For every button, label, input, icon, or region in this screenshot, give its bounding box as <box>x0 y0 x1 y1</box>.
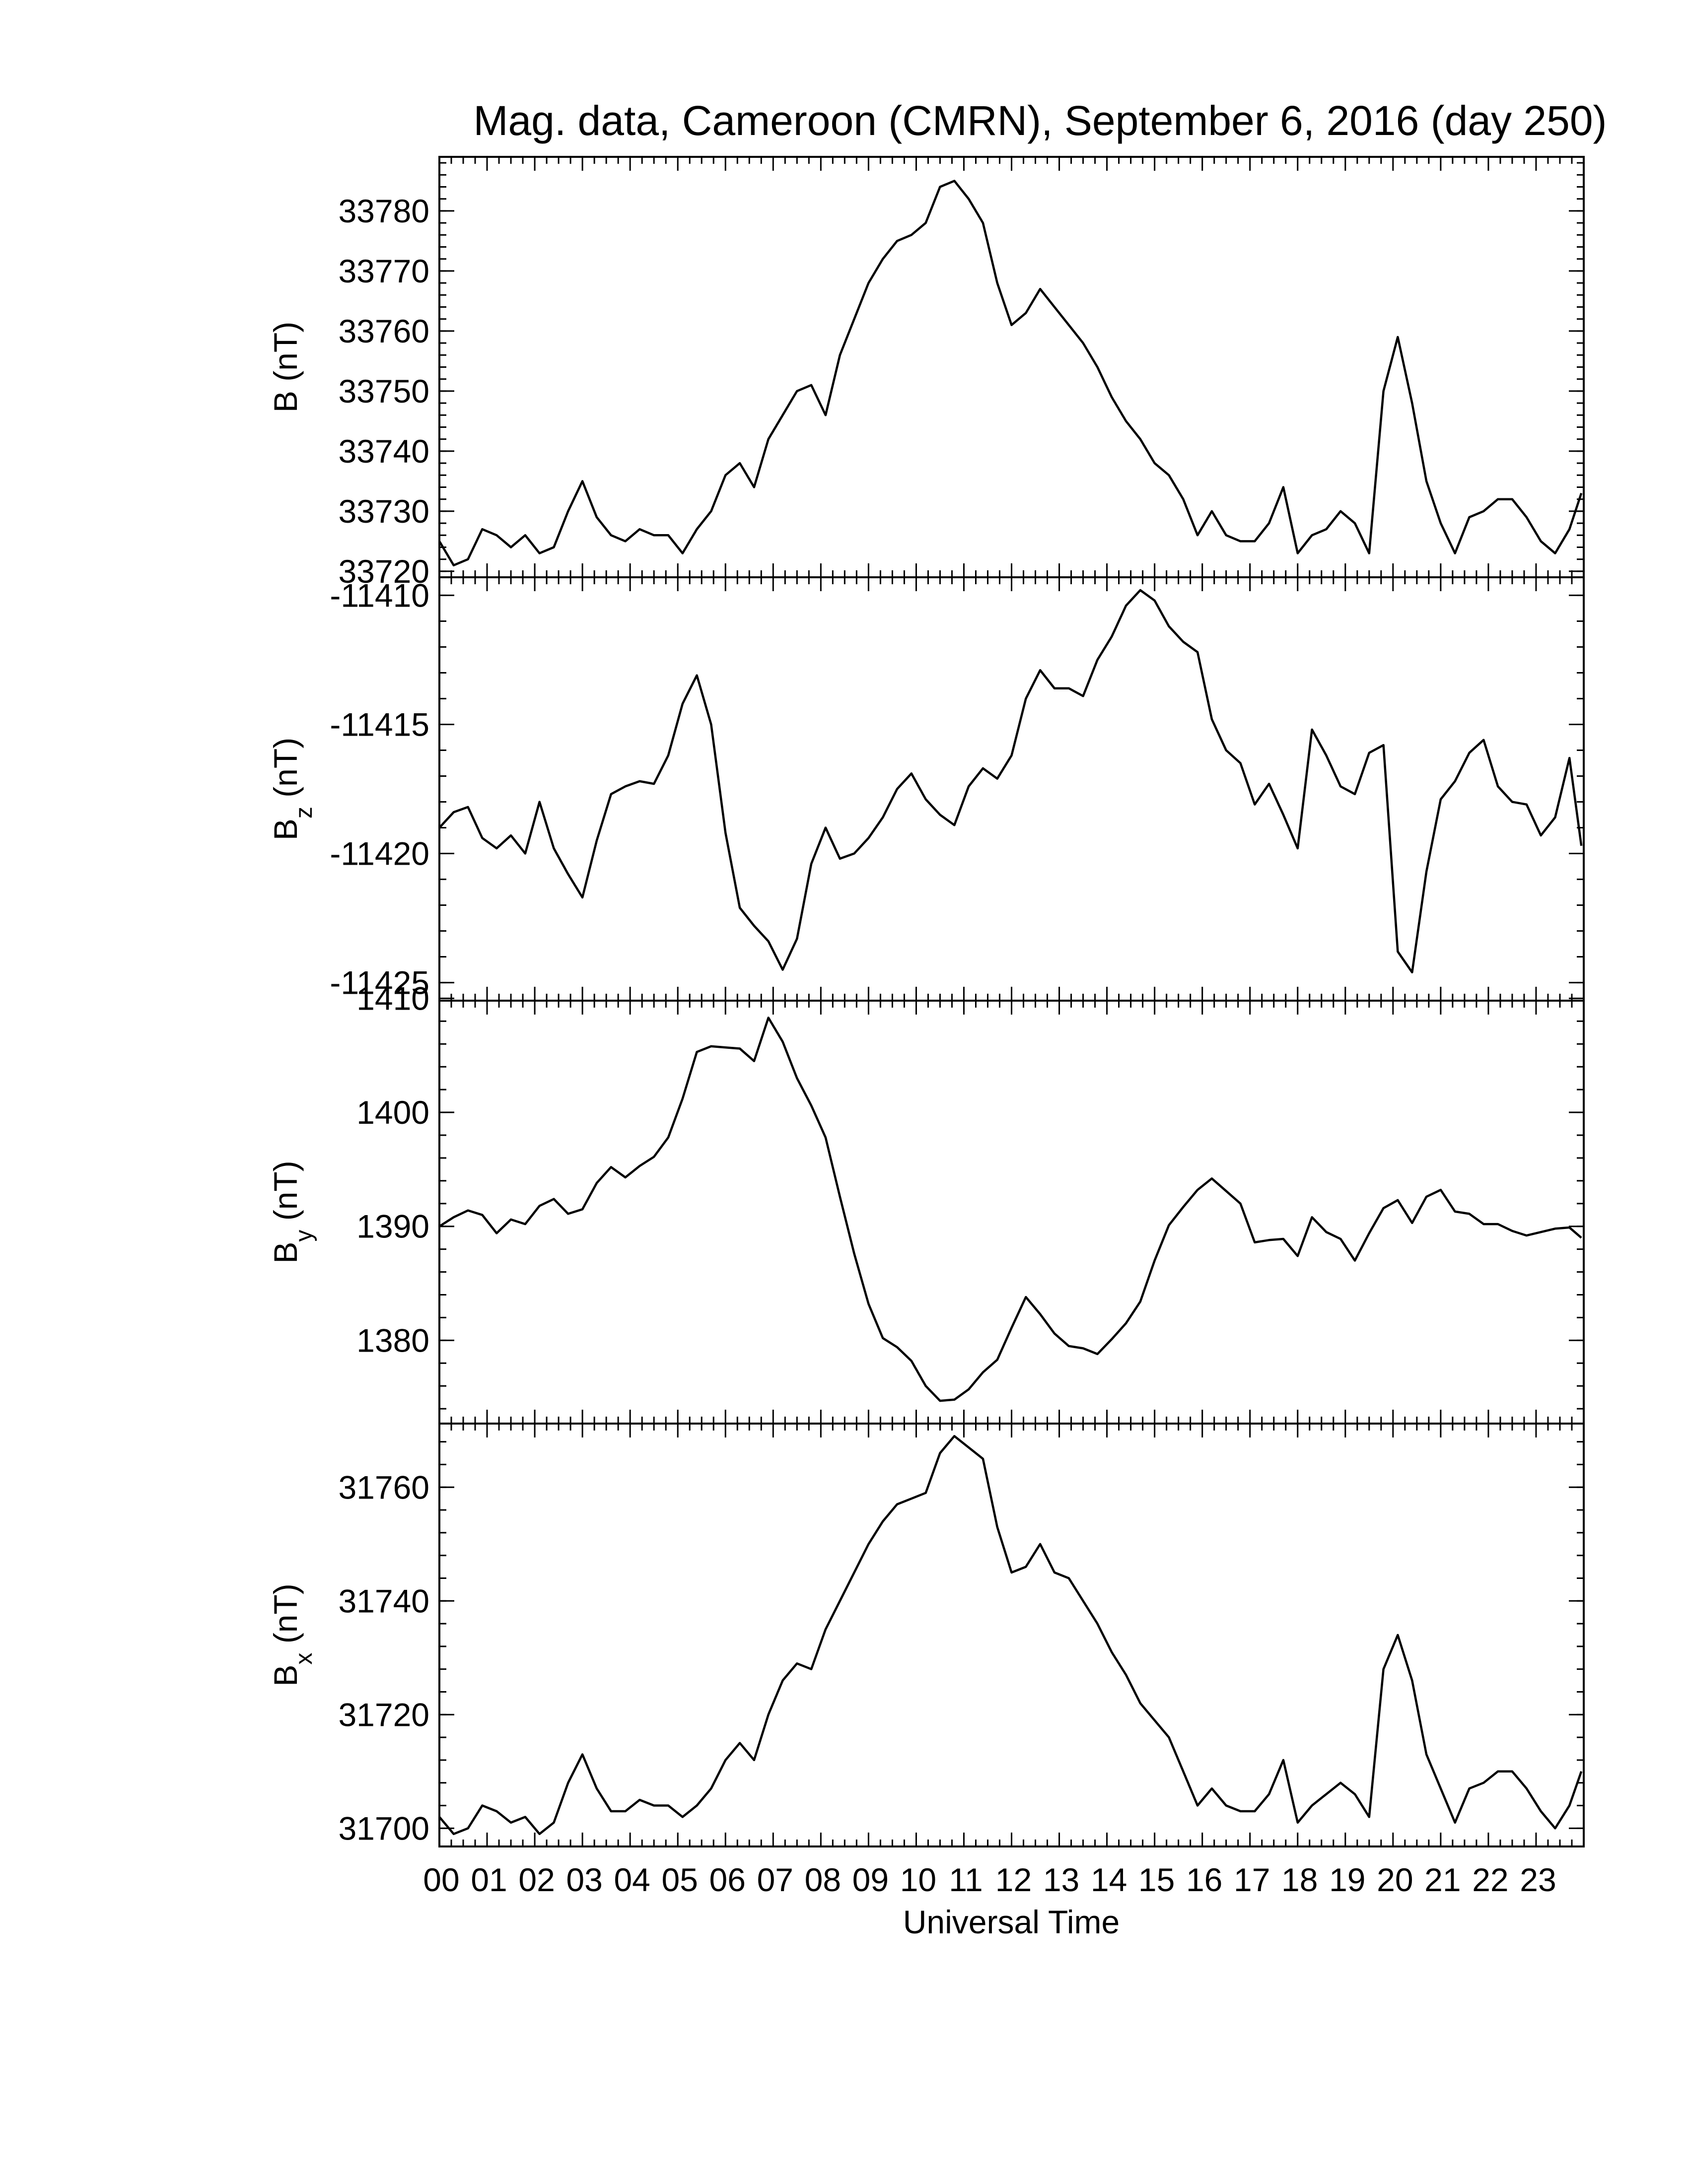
y-axis-label-unit: (nT) <box>267 322 304 391</box>
x-tick-label: 19 <box>1329 1861 1365 1898</box>
y-tick-label: -11415 <box>330 706 429 743</box>
x-tick-label: 01 <box>471 1861 507 1898</box>
y-tick-label: 33770 <box>338 253 429 289</box>
y-tick-label: 33740 <box>338 433 429 470</box>
y-tick-label: 1400 <box>356 1094 429 1131</box>
x-tick-label: 02 <box>518 1861 555 1898</box>
x-tick-label: 18 <box>1281 1861 1318 1898</box>
x-tick-label: 06 <box>709 1861 746 1898</box>
x-tick-label: 13 <box>1043 1861 1079 1898</box>
y-axis-label-unit: (nT) <box>267 738 304 807</box>
x-tick-label: 14 <box>1091 1861 1127 1898</box>
y-axis-label: Bx (nT) <box>267 1583 317 1686</box>
y-tick-label: 31740 <box>338 1582 429 1619</box>
y-tick-label: 33780 <box>338 193 429 229</box>
y-axis-label-main: B <box>267 391 304 412</box>
x-tick-label: 11 <box>949 1861 983 1898</box>
y-tick-label: 31720 <box>338 1696 429 1733</box>
y-tick-label: 33730 <box>338 493 429 530</box>
y-axis-label: Bz (nT) <box>267 738 317 840</box>
panel-1: -11425 -11420 -11415 -11410 Bz (nT) <box>267 576 1585 1002</box>
x-tick-label: 17 <box>1234 1861 1270 1898</box>
y-axis-label-subscript: z <box>291 807 317 819</box>
y-tick-label: 33760 <box>338 313 429 349</box>
x-tick-label: 00 <box>423 1861 459 1898</box>
y-axis-label-subscript: y <box>291 1230 317 1242</box>
x-tick-label: 05 <box>661 1861 698 1898</box>
x-axis-label: Universal Time <box>903 1904 1120 1940</box>
y-tick-label: 1390 <box>356 1208 429 1245</box>
panel-2: 1380 1390 1400 1410 By (nT) <box>267 980 1585 1425</box>
series-line <box>438 180 1583 567</box>
x-tick-label: 08 <box>805 1861 841 1898</box>
y-axis-label-unit: (nT) <box>267 1160 304 1229</box>
panel-0: 33720 33730 33740 33750 33760 33770 33780 B (nT… <box>267 156 1585 590</box>
x-tick-label: 03 <box>566 1861 602 1898</box>
x-tick-label: 10 <box>900 1861 936 1898</box>
panel-frame <box>438 576 1585 1002</box>
panels-group: 33720 33730 33740 33750 33760 33770 33780 B (nT… <box>267 156 1585 1847</box>
series-line <box>438 589 1583 974</box>
y-tick-label: 33720 <box>338 553 429 590</box>
y-tick-label: -11420 <box>330 835 429 872</box>
y-axis-label-main: B <box>267 1665 304 1687</box>
y-tick-label: -11410 <box>330 577 429 614</box>
x-tick-label: 04 <box>614 1861 650 1898</box>
panel-frame <box>438 1000 1585 1425</box>
y-tick-label: 31700 <box>338 1810 429 1846</box>
y-tick-label: 1410 <box>356 980 429 1017</box>
y-tick-label: 31760 <box>338 1469 429 1505</box>
series-line <box>438 1434 1583 1836</box>
y-axis-label-unit: (nT) <box>267 1583 304 1652</box>
series-line <box>438 1017 1582 1402</box>
x-tick-labels: 00 01 02 03 04 05 06 07 08 09 10 11 12 13 14 15 16 17 18 19… <box>423 1861 1556 1898</box>
x-tick-label: 20 <box>1377 1861 1413 1898</box>
x-tick-label: 15 <box>1138 1861 1175 1898</box>
y-axis-label-main: B <box>267 1242 304 1264</box>
y-axis-label: B (nT) <box>267 322 304 412</box>
x-tick-label: 22 <box>1472 1861 1508 1898</box>
x-tick-label: 12 <box>995 1861 1032 1898</box>
y-axis-label: By (nT) <box>267 1160 317 1263</box>
panel-frame <box>438 156 1585 578</box>
x-tick-label: 23 <box>1520 1861 1556 1898</box>
y-tick-label: 33750 <box>338 373 429 410</box>
y-axis-label-main: B <box>267 819 304 840</box>
x-tick-label: 09 <box>852 1861 889 1898</box>
panel-3: 31700 31720 31740 31760 Bx (nT) <box>267 1423 1585 1847</box>
panel-frame <box>438 1423 1585 1847</box>
y-tick-label: 1380 <box>356 1322 429 1359</box>
y-tick-label: -11425 <box>330 964 429 1001</box>
x-tick-label: 16 <box>1186 1861 1222 1898</box>
x-tick-label: 07 <box>757 1861 793 1898</box>
chart-title: Mag. data, Cameroon (CMRN), September 6,… <box>473 97 1607 144</box>
y-axis-label-subscript: x <box>291 1653 317 1665</box>
x-tick-label: 21 <box>1424 1861 1461 1898</box>
